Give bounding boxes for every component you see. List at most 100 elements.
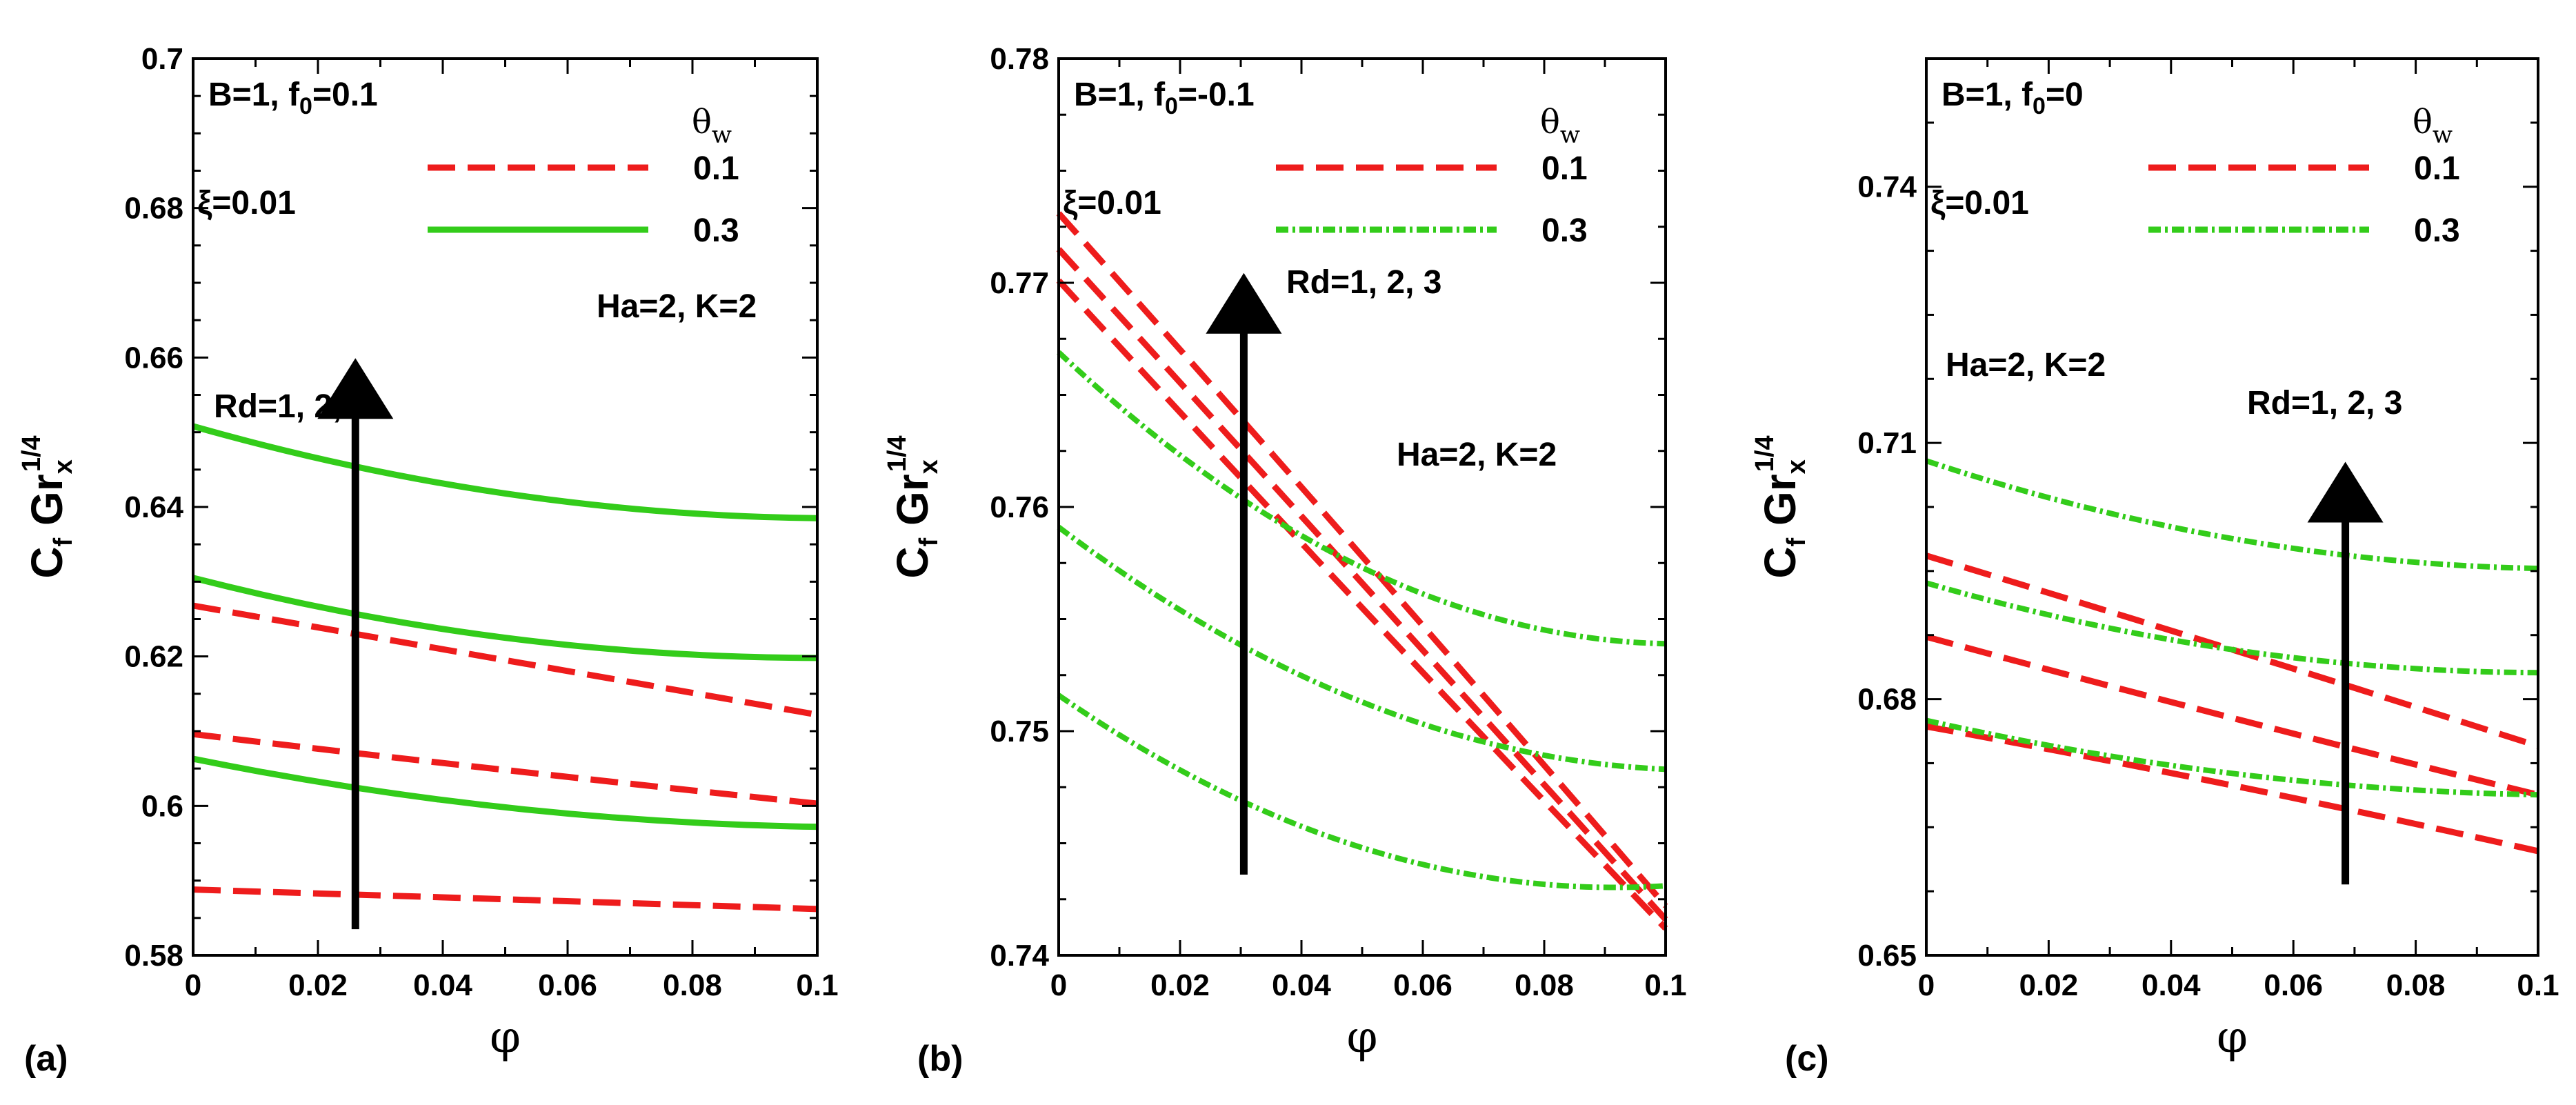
y-tick-label: 0.64 <box>124 490 183 524</box>
y-axis-label-part: C <box>888 546 937 578</box>
y-axis-label-part: C <box>22 546 72 578</box>
params-part: =0.1 <box>312 77 378 113</box>
rd-annotation: Rd=1, 2, 3 <box>214 388 369 425</box>
x-tick-label: 0.02 <box>1150 968 1210 1002</box>
y-axis-label-part: f <box>1782 537 1811 546</box>
x-tick-label: 0 <box>185 968 201 1002</box>
y-tick-label: 0.6 <box>141 789 183 823</box>
y-axis-label-part: f <box>915 537 943 546</box>
y-tick-label: 0.7 <box>141 42 183 76</box>
x-tick-label: 0.06 <box>1393 968 1452 1002</box>
legend-entry-label: 0.3 <box>1541 212 1588 249</box>
legend-title: θw <box>692 103 732 149</box>
y-axis-label-part: Gr <box>22 474 72 537</box>
series-line-red-3 <box>1925 552 2539 749</box>
series-line-green-6 <box>192 423 818 521</box>
y-tick-label: 0.65 <box>1857 939 1917 973</box>
chart-panel-3: 0 0.02 0.04 0.06 0.08 0.1 0.65 0.68 0.71 0.74 Cf G… <box>1750 57 2559 1079</box>
x-tick-label: 0.06 <box>2264 968 2323 1002</box>
series-line-red-1 <box>1926 723 2539 855</box>
y-tick-label: 0.76 <box>990 490 1049 524</box>
y-tick-label: 0.66 <box>124 341 183 375</box>
y-tick-label: 0.75 <box>990 715 1049 748</box>
legend-entry-label: 0.1 <box>693 150 739 187</box>
series-line-green-5 <box>1057 525 1666 773</box>
series-line-red-1 <box>1056 278 1668 931</box>
series-line-green-4 <box>1926 717 2539 798</box>
series-line-red-2 <box>192 730 818 807</box>
y-tick-label: 0.62 <box>124 640 183 674</box>
x-tick-label: 0.04 <box>1272 968 1331 1002</box>
rd-annotation: Rd=1, 2, 3 <box>1286 264 1441 301</box>
rd-annotation: Rd=1, 2, 3 <box>2247 385 2402 421</box>
params-part: 0 <box>2033 93 2046 119</box>
params-part: B=1, f <box>1941 77 2033 113</box>
ha-k-annotation: Ha=2, K=2 <box>1946 347 2106 384</box>
series-line-green-5 <box>1925 580 2539 676</box>
panel-label: (a) <box>24 1039 68 1079</box>
series-line-red-2 <box>1925 633 2539 798</box>
y-axis-label: Cf Grx1/4 <box>1750 435 1811 578</box>
x-tick-label: 0.06 <box>538 968 597 1002</box>
y-tick-label: 0.78 <box>990 42 1049 76</box>
chart-panel-2: 0 0.02 0.04 0.06 0.08 0.1 0.74 0.75 0.76 0.77 0.78… <box>883 42 1687 1079</box>
series-line-red-3 <box>1056 211 1668 908</box>
params-part: =-0.1 <box>1178 77 1255 113</box>
y-tick-label: 0.58 <box>124 939 183 973</box>
params-annotation: B=1, f0=0.1 <box>208 77 378 119</box>
x-tick-label: 0.1 <box>796 968 838 1002</box>
legend-title-sub: w <box>712 121 732 149</box>
x-tick-label: 0.1 <box>1644 968 1686 1002</box>
x-tick-label: 0.04 <box>413 968 472 1002</box>
y-axis-label-part: x <box>1782 459 1811 474</box>
y-tick-label: 0.71 <box>1857 426 1917 460</box>
x-tick-label: 0.08 <box>1515 968 1574 1002</box>
x-axis-label: φ <box>2217 1012 2248 1063</box>
params-part: 0 <box>1165 93 1178 119</box>
series-line-red-3 <box>192 602 818 718</box>
y-axis-label-part: 1/4 <box>883 435 912 472</box>
params-annotation: B=1, f0=-0.1 <box>1074 77 1255 119</box>
x-axis-label: φ <box>1347 1012 1378 1063</box>
y-tick-label: 0.68 <box>124 192 183 226</box>
y-axis-label: Cf Grx1/4 <box>17 435 78 578</box>
chart-panel-1: 0 0.02 0.04 0.06 0.08 0.1 0.58 0.6 0.62 0.64 0.66 0… <box>17 42 839 1079</box>
legend-title-symbol: θ <box>692 103 712 141</box>
panel-label: (b) <box>917 1039 963 1079</box>
series-line-green-6 <box>1057 350 1666 647</box>
y-axis-label-part: x <box>49 459 78 474</box>
y-axis-label-part: C <box>1755 546 1805 578</box>
series-line-red-2 <box>1056 247 1668 922</box>
x-tick-label: 0.02 <box>2019 968 2079 1002</box>
params-part: =0 <box>2046 77 2084 113</box>
x-tick-label: 0 <box>1050 968 1067 1002</box>
xi-annotation: ξ=0.01 <box>1930 185 2029 221</box>
xi-annotation: ξ=0.01 <box>197 185 296 221</box>
y-tick-label: 0.77 <box>990 266 1049 300</box>
y-axis-label-part: Gr <box>1755 474 1805 537</box>
series-line-green-4 <box>1057 693 1666 890</box>
y-tick-label: 0.68 <box>1857 683 1917 717</box>
legend-entry-label: 0.3 <box>693 212 739 249</box>
y-tick-label: 0.74 <box>1857 170 1917 204</box>
x-tick-label: 0.08 <box>2386 968 2446 1002</box>
y-axis-label-part: x <box>915 459 943 474</box>
params-part: B=1, f <box>1074 77 1166 113</box>
y-tick-label: 0.74 <box>990 939 1049 973</box>
legend-title: θw <box>2413 103 2453 149</box>
y-axis-label: Cf Grx1/4 <box>883 435 943 578</box>
x-tick-label: 0.04 <box>2141 968 2201 1002</box>
series-line-green-4 <box>192 755 818 830</box>
x-tick-label: 0 <box>1918 968 1935 1002</box>
ha-k-annotation: Ha=2, K=2 <box>1397 437 1557 473</box>
legend-title-symbol: θ <box>2413 103 2433 141</box>
legend-title-sub: w <box>2433 121 2453 149</box>
y-axis-label-part: f <box>49 537 78 546</box>
xi-annotation: ξ=0.01 <box>1063 185 1161 221</box>
x-tick-label: 0.02 <box>288 968 348 1002</box>
ha-k-annotation: Ha=2, K=2 <box>597 288 757 325</box>
series-line-green-6 <box>1925 458 2539 572</box>
x-tick-label: 0.1 <box>2517 968 2559 1002</box>
legend-title: θw <box>1540 103 1580 149</box>
